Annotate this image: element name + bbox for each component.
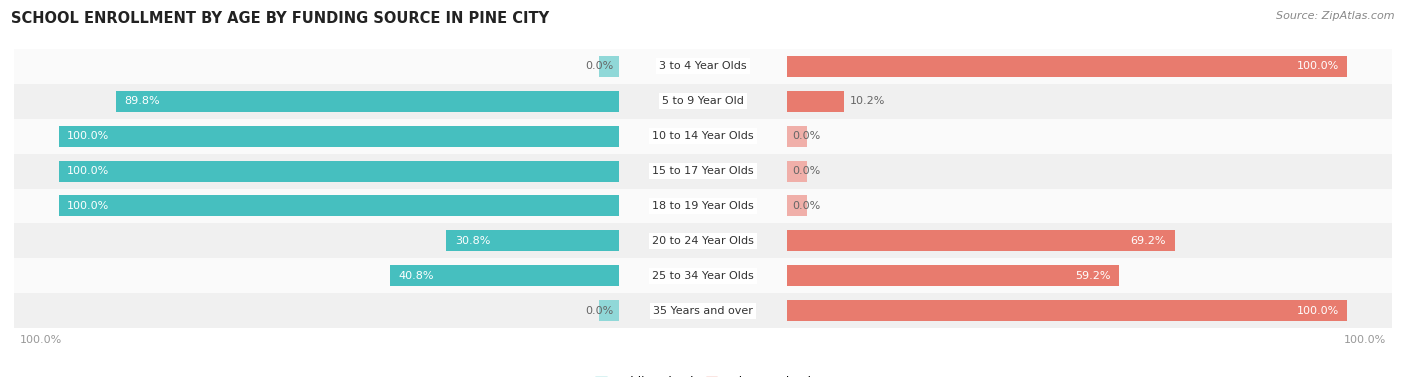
Text: 100.0%: 100.0% <box>67 166 110 176</box>
Bar <box>787 265 1119 287</box>
Bar <box>59 161 619 181</box>
Bar <box>787 161 807 181</box>
Text: 0.0%: 0.0% <box>793 166 821 176</box>
Bar <box>14 188 1392 224</box>
Bar <box>787 230 1174 251</box>
Bar <box>787 300 1347 321</box>
Text: 100.0%: 100.0% <box>1296 61 1339 71</box>
Bar <box>787 126 807 147</box>
Bar <box>787 90 844 112</box>
Bar <box>59 126 619 147</box>
Text: 0.0%: 0.0% <box>585 306 613 316</box>
Bar <box>14 293 1392 328</box>
Text: 0.0%: 0.0% <box>585 61 613 71</box>
Text: 69.2%: 69.2% <box>1130 236 1166 246</box>
Bar <box>14 224 1392 258</box>
Bar <box>391 265 619 287</box>
Text: 89.8%: 89.8% <box>124 96 160 106</box>
Text: 100.0%: 100.0% <box>67 131 110 141</box>
Bar <box>14 258 1392 293</box>
Text: Source: ZipAtlas.com: Source: ZipAtlas.com <box>1277 11 1395 21</box>
Bar <box>14 153 1392 188</box>
Text: 0.0%: 0.0% <box>793 131 821 141</box>
Text: 20 to 24 Year Olds: 20 to 24 Year Olds <box>652 236 754 246</box>
Text: 10 to 14 Year Olds: 10 to 14 Year Olds <box>652 131 754 141</box>
Bar <box>59 196 619 216</box>
Legend: Public School, Private School: Public School, Private School <box>595 376 811 377</box>
Text: 10.2%: 10.2% <box>849 96 886 106</box>
Text: 59.2%: 59.2% <box>1074 271 1111 281</box>
Text: 18 to 19 Year Olds: 18 to 19 Year Olds <box>652 201 754 211</box>
Bar <box>117 90 619 112</box>
Text: 100.0%: 100.0% <box>20 334 62 345</box>
Text: 5 to 9 Year Old: 5 to 9 Year Old <box>662 96 744 106</box>
Bar <box>447 230 619 251</box>
Bar <box>599 300 619 321</box>
Text: SCHOOL ENROLLMENT BY AGE BY FUNDING SOURCE IN PINE CITY: SCHOOL ENROLLMENT BY AGE BY FUNDING SOUR… <box>11 11 550 26</box>
Text: 100.0%: 100.0% <box>1296 306 1339 316</box>
Bar <box>14 49 1392 84</box>
Text: 100.0%: 100.0% <box>67 201 110 211</box>
Text: 30.8%: 30.8% <box>456 236 491 246</box>
Text: 35 Years and over: 35 Years and over <box>652 306 754 316</box>
Text: 25 to 34 Year Olds: 25 to 34 Year Olds <box>652 271 754 281</box>
Bar <box>14 119 1392 153</box>
Text: 15 to 17 Year Olds: 15 to 17 Year Olds <box>652 166 754 176</box>
Text: 0.0%: 0.0% <box>793 201 821 211</box>
Bar <box>787 56 1347 77</box>
Text: 100.0%: 100.0% <box>1344 334 1386 345</box>
Text: 3 to 4 Year Olds: 3 to 4 Year Olds <box>659 61 747 71</box>
Bar <box>787 196 807 216</box>
Bar <box>599 56 619 77</box>
Bar <box>14 84 1392 119</box>
Text: 40.8%: 40.8% <box>399 271 434 281</box>
